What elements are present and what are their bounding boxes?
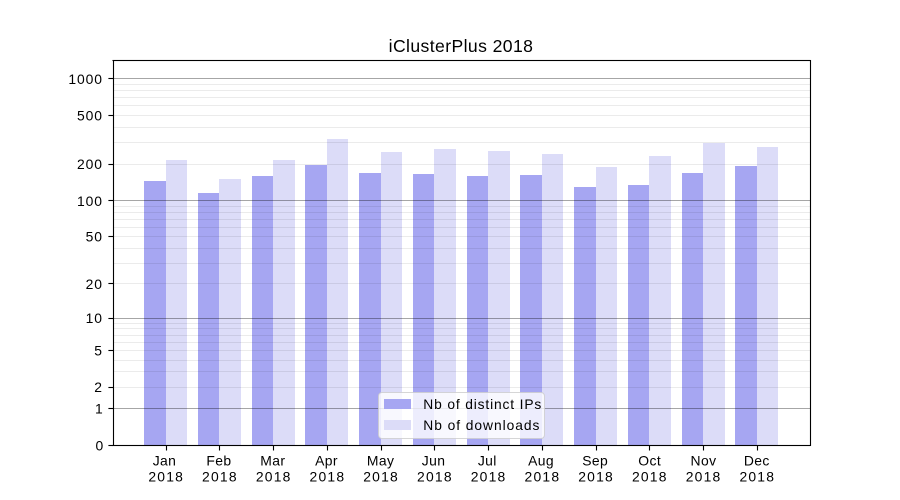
svg-text:iClusterPlus 2018: iClusterPlus 2018 — [389, 36, 534, 56]
svg-text:2018: 2018 — [632, 469, 668, 485]
svg-text:2018: 2018 — [417, 469, 453, 485]
svg-text:50: 50 — [86, 229, 103, 245]
svg-text:Aug: Aug — [528, 453, 554, 469]
svg-text:100: 100 — [77, 193, 103, 209]
svg-text:Mar: Mar — [260, 453, 285, 469]
svg-text:Jan: Jan — [153, 453, 177, 469]
svg-text:2018: 2018 — [148, 469, 184, 485]
svg-text:1000: 1000 — [68, 71, 103, 87]
svg-text:0: 0 — [96, 437, 105, 453]
svg-text:Oct: Oct — [638, 453, 661, 469]
svg-text:Sep: Sep — [582, 453, 608, 469]
svg-text:2018: 2018 — [686, 469, 722, 485]
svg-text:May: May — [367, 453, 394, 469]
svg-text:2018: 2018 — [578, 469, 614, 485]
svg-text:Jul: Jul — [478, 453, 497, 469]
svg-text:2018: 2018 — [525, 469, 561, 485]
svg-text:2018: 2018 — [256, 469, 292, 485]
svg-text:10: 10 — [86, 310, 103, 326]
svg-text:Feb: Feb — [206, 453, 231, 469]
svg-text:2018: 2018 — [471, 469, 507, 485]
svg-text:Nb of distinct IPs: Nb of distinct IPs — [423, 397, 542, 412]
svg-text:2: 2 — [94, 379, 103, 395]
svg-text:2018: 2018 — [739, 469, 775, 485]
svg-text:20: 20 — [86, 276, 103, 292]
svg-text:1: 1 — [95, 401, 104, 417]
svg-text:Nov: Nov — [691, 453, 717, 469]
svg-text:2018: 2018 — [202, 469, 238, 485]
svg-text:Apr: Apr — [315, 453, 338, 469]
svg-text:5: 5 — [94, 342, 103, 358]
svg-text:500: 500 — [77, 108, 103, 124]
svg-text:Dec: Dec — [744, 453, 770, 469]
svg-text:Nb of downloads: Nb of downloads — [423, 418, 540, 433]
svg-text:2018: 2018 — [310, 469, 346, 485]
svg-text:2018: 2018 — [363, 469, 399, 485]
svg-text:Jun: Jun — [422, 453, 446, 469]
svg-text:200: 200 — [77, 156, 103, 172]
